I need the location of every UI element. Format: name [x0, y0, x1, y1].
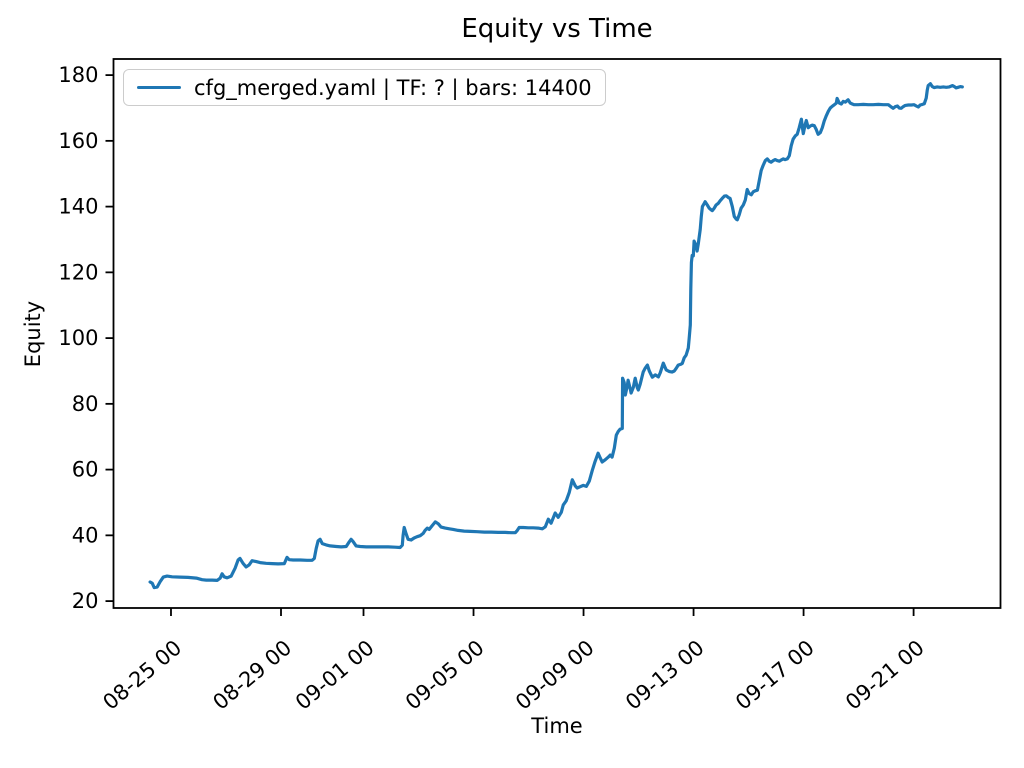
x-axis-label: Time [531, 714, 583, 738]
legend-entry-label: cfg_merged.yaml | TF: ? | bars: 14400 [194, 75, 592, 100]
legend: cfg_merged.yaml | TF: ? | bars: 14400 [123, 69, 606, 106]
y-tick-label: 180 [58, 63, 98, 87]
y-tick-label: 160 [58, 129, 98, 153]
x-tick-label: 09-21 00 [841, 635, 929, 714]
x-tick-label: 08-29 00 [208, 635, 296, 714]
y-tick-label: 140 [58, 195, 98, 219]
legend-line-sample-icon [137, 85, 181, 90]
y-tick-label: 40 [72, 523, 99, 547]
equity-line [148, 82, 964, 590]
y-tick-label: 20 [72, 589, 99, 613]
y-tick-label: 100 [58, 326, 98, 350]
y-axis-label: Equity [21, 300, 45, 368]
x-tick-label: 08-25 00 [98, 635, 186, 714]
y-tick-label: 80 [72, 392, 99, 416]
chart-title: Equity vs Time [461, 14, 653, 44]
x-tick-label: 09-17 00 [731, 635, 819, 714]
x-tick-label: 09-09 00 [511, 635, 599, 714]
y-tick-label: 60 [72, 458, 99, 482]
x-tick-label: 09-05 00 [401, 635, 489, 714]
x-tick-label: 09-13 00 [621, 635, 709, 714]
x-tick-label: 09-01 00 [291, 635, 379, 714]
y-tick-label: 120 [58, 260, 98, 284]
